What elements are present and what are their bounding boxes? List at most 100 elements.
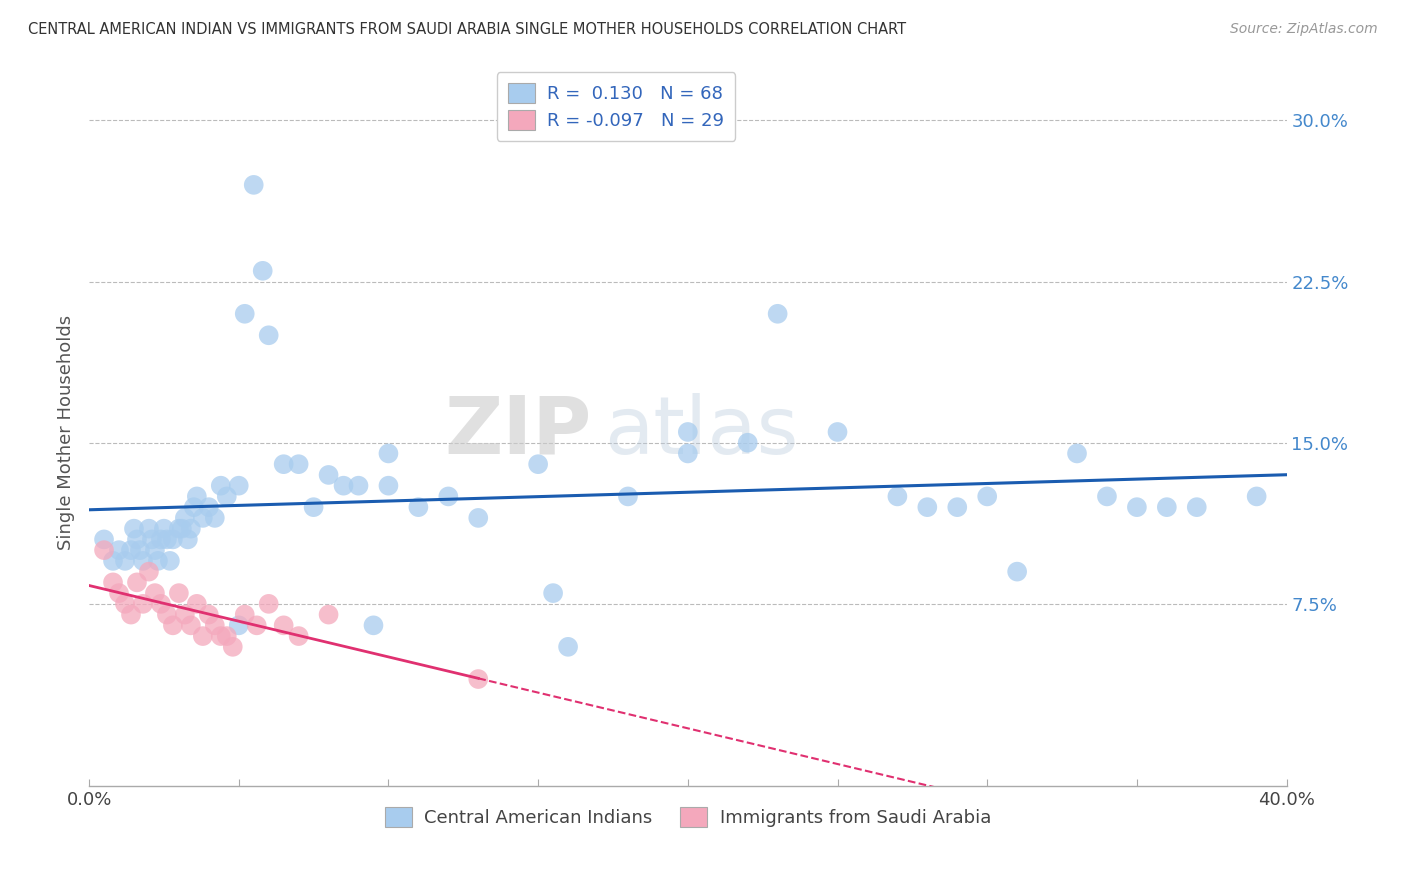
Point [273, 618, 295, 632]
Point [149, 533, 172, 547]
Point [191, 629, 214, 643]
Point [287, 629, 309, 643]
Point [167, 586, 190, 600]
Point [173, 607, 195, 622]
Point [408, 500, 430, 515]
Point [228, 478, 250, 492]
Point [363, 618, 385, 632]
Point [180, 522, 202, 536]
Point [93, 533, 115, 547]
Point [467, 511, 489, 525]
Point [93, 543, 115, 558]
Point [541, 586, 564, 600]
Text: CENTRAL AMERICAN INDIAN VS IMMIGRANTS FROM SAUDI ARABIA SINGLE MOTHER HOUSEHOLDS: CENTRAL AMERICAN INDIAN VS IMMIGRANTS FR… [28, 22, 907, 37]
Point [186, 597, 208, 611]
Point [1005, 565, 1028, 579]
Point [114, 554, 136, 568]
Point [204, 618, 226, 632]
Point [1156, 500, 1178, 515]
Point [252, 264, 274, 278]
Point [108, 543, 131, 558]
Point [437, 490, 460, 504]
Point [114, 597, 136, 611]
Point [467, 672, 489, 686]
Point [101, 575, 124, 590]
Point [138, 522, 160, 536]
Point [162, 618, 184, 632]
Point [946, 500, 969, 515]
Point [198, 500, 221, 515]
Point [204, 511, 226, 525]
Point [318, 607, 340, 622]
Point [527, 457, 550, 471]
Y-axis label: Single Mother Households: Single Mother Households [58, 314, 75, 549]
Point [228, 618, 250, 632]
Point [120, 607, 142, 622]
Point [737, 435, 759, 450]
Point [209, 478, 232, 492]
Point [273, 457, 295, 471]
Point [183, 500, 205, 515]
Point [108, 586, 131, 600]
Point [215, 490, 238, 504]
Point [215, 629, 238, 643]
Point [138, 565, 160, 579]
Point [233, 307, 256, 321]
Point [162, 533, 184, 547]
Point [156, 607, 179, 622]
Point [186, 490, 208, 504]
Point [141, 533, 163, 547]
Point [676, 425, 699, 439]
Point [676, 446, 699, 460]
Point [125, 533, 148, 547]
Point [209, 629, 232, 643]
Point [143, 543, 166, 558]
Point [153, 522, 176, 536]
Text: atlas: atlas [605, 393, 799, 471]
Point [159, 554, 181, 568]
Text: ZIP: ZIP [444, 393, 592, 471]
Point [377, 446, 399, 460]
Text: Source: ZipAtlas.com: Source: ZipAtlas.com [1230, 22, 1378, 37]
Point [766, 307, 789, 321]
Point [246, 618, 269, 632]
Point [886, 490, 908, 504]
Point [1066, 446, 1088, 460]
Point [143, 586, 166, 600]
Point [976, 490, 998, 504]
Point [617, 490, 640, 504]
Point [122, 522, 145, 536]
Point [198, 607, 221, 622]
Point [233, 607, 256, 622]
Point [191, 511, 214, 525]
Point [302, 500, 325, 515]
Point [129, 543, 152, 558]
Point [1095, 490, 1118, 504]
Point [132, 554, 155, 568]
Point [1246, 490, 1268, 504]
Point [173, 511, 195, 525]
Point [101, 554, 124, 568]
Point [156, 533, 179, 547]
Point [287, 457, 309, 471]
Point [827, 425, 849, 439]
Point [557, 640, 579, 654]
Point [167, 522, 190, 536]
Point [180, 618, 202, 632]
Point [242, 178, 264, 192]
Point [377, 478, 399, 492]
Point [222, 640, 245, 654]
Point [1126, 500, 1149, 515]
Point [120, 543, 142, 558]
Legend: Central American Indians, Immigrants from Saudi Arabia: Central American Indians, Immigrants fro… [378, 800, 998, 834]
Point [332, 478, 354, 492]
Point [1185, 500, 1208, 515]
Point [257, 597, 280, 611]
Point [146, 554, 169, 568]
Point [347, 478, 370, 492]
Point [125, 575, 148, 590]
Point [132, 597, 155, 611]
Point [318, 467, 340, 482]
Point [177, 533, 200, 547]
Point [917, 500, 939, 515]
